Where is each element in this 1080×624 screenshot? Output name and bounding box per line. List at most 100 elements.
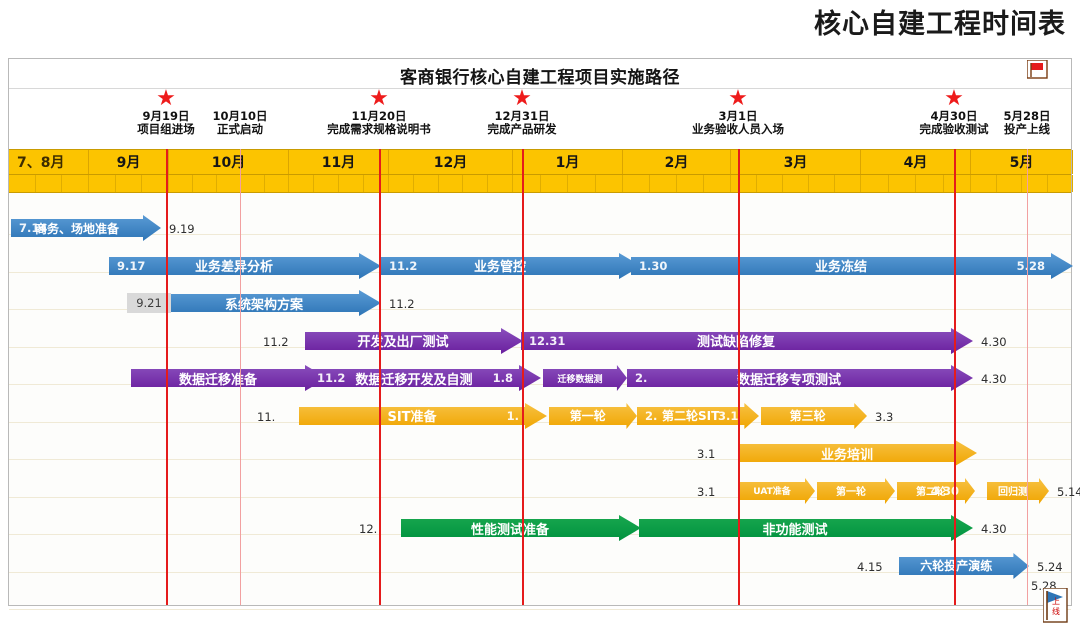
month-label: 11月	[321, 155, 356, 171]
task-bar-label: 第二轮SIT	[662, 409, 720, 423]
task-bar[interactable]: 第二轮 4.30	[897, 477, 975, 504]
task-bar[interactable]: 迁移数据测	[543, 365, 627, 391]
month-cell: 5月	[971, 150, 1073, 174]
task-bar-label: 第三轮	[789, 409, 826, 423]
task-bar-label: 系统架构方案	[224, 297, 303, 313]
row-divider	[9, 234, 1071, 235]
milestone-vline	[954, 149, 956, 605]
milestone-5: ★ 3月1日 业务验收人员入场	[692, 88, 784, 136]
milestone-label: 完成验收测试	[919, 122, 989, 136]
task-bar[interactable]: 业务管控 11.2	[381, 252, 641, 279]
task-bar[interactable]: 业务培训	[739, 440, 977, 466]
task-bar-shape	[11, 215, 161, 241]
week-tick	[916, 175, 944, 192]
task-bar[interactable]: SIT准备 1.	[299, 402, 547, 429]
task-bar[interactable]: 业务冻结 1.30 5.28	[631, 252, 1073, 279]
task-bar-label: 回归测	[998, 487, 1028, 498]
task-bar-label: 业务差异分析	[194, 260, 273, 275]
task-end-date: 1.8	[492, 371, 513, 385]
week-tick	[757, 175, 783, 192]
task-start-date: 11.2	[263, 334, 289, 349]
week-tick	[9, 175, 36, 192]
milestone-vline	[240, 149, 241, 605]
task-bar[interactable]: 第一轮	[549, 402, 637, 429]
month-label: 9月	[116, 155, 141, 171]
row-divider	[9, 459, 1071, 460]
milestone-star-icon: ★	[369, 86, 389, 111]
milestone-star-icon: ★	[944, 86, 964, 111]
milestone-vline	[166, 149, 168, 605]
week-tick	[289, 175, 314, 192]
milestone-date: 12月31日	[494, 109, 550, 123]
milestone-label: 完成产品研发	[487, 122, 557, 136]
task-bar-label: 非功能测试	[762, 522, 828, 538]
task-bar-label: 迁移数据测	[557, 374, 603, 385]
milestone-date: 11月20日	[351, 109, 407, 123]
task-bar[interactable]: 业务差异分析 9.17	[109, 252, 381, 279]
task-end-date: 1.	[506, 408, 519, 423]
week-tick	[439, 175, 464, 192]
chart-subtitle: 客商银行核心自建工程项目实施路径	[400, 68, 680, 88]
task-chip-date: 9.21	[127, 293, 171, 313]
task-end-date: 3.1	[718, 408, 739, 423]
week-tick	[704, 175, 731, 192]
task-bar[interactable]: UAT准备	[739, 477, 815, 504]
task-end-date: 4.30	[930, 483, 959, 498]
month-cell: 4月	[861, 150, 971, 174]
task-bar[interactable]: 数据迁移准备	[131, 365, 327, 391]
task-end-date: 5.14	[1057, 484, 1080, 499]
task-start-date: 2.	[645, 408, 658, 423]
milestone-1: ★ 9月19日 项目组进场	[137, 88, 195, 136]
week-tick	[1022, 175, 1048, 192]
task-bar-shape	[761, 402, 867, 429]
milestone-date: 3月1日	[718, 109, 758, 123]
task-bar[interactable]: 性能测试准备	[401, 515, 641, 541]
task-bar[interactable]: 回归测	[987, 477, 1049, 504]
task-start-date: 2.	[635, 371, 648, 385]
task-bar[interactable]: 商务、场地准备 7.14	[11, 215, 161, 241]
task-bar-shape	[305, 327, 523, 354]
milestone-date: 9月19日	[142, 109, 190, 123]
week-tick	[513, 175, 541, 192]
month-cell: 7、8月	[9, 150, 89, 174]
task-start-date: 11.	[257, 409, 276, 424]
task-bar[interactable]: 第二轮SIT 2. 3.1	[637, 402, 759, 429]
task-bar[interactable]: 数据迁移开发及自测 11.2 1.8	[309, 365, 541, 391]
task-start-date: 12.31	[529, 333, 566, 348]
month-cell: 11月	[289, 150, 389, 174]
task-bar-shape	[817, 477, 895, 504]
milestone-6: ★ 4月30日 完成验收测试	[919, 86, 989, 136]
task-start-date: 3.1	[697, 484, 716, 499]
task-bar-shape	[109, 252, 381, 279]
week-tick	[997, 175, 1022, 192]
task-bar[interactable]: 非功能测试	[639, 515, 973, 541]
task-start-date: 3.1	[697, 447, 716, 461]
task-end-date: 9.19	[169, 222, 195, 236]
task-bar[interactable]: 测试缺陷修复 12.31	[521, 327, 973, 354]
task-bar-shape	[627, 365, 973, 391]
task-bar-label: 业务培训	[820, 447, 873, 463]
task-bar[interactable]: 第三轮	[761, 402, 867, 429]
task-bar[interactable]: 系统架构方案	[169, 290, 381, 316]
task-bar-label: 数据迁移专项测试	[736, 372, 841, 388]
row-divider	[9, 421, 1071, 423]
week-tick	[596, 175, 623, 192]
task-bar[interactable]: 数据迁移专项测试 2.	[627, 365, 973, 391]
task-bar[interactable]: 开发及出厂测试	[305, 327, 523, 354]
task-start-date: 1.30	[639, 258, 668, 273]
week-tick	[217, 175, 241, 192]
milestone-4: ★ 12月31日 完成产品研发	[487, 88, 557, 136]
milestone-vline	[379, 149, 381, 605]
task-bar[interactable]: 六轮投产演练	[899, 552, 1029, 579]
milestone-date: 10月10日	[212, 109, 268, 123]
week-tick	[314, 175, 339, 192]
task-bar-shape	[309, 365, 541, 391]
week-tick	[971, 175, 997, 192]
task-bar[interactable]: 第一轮	[817, 477, 895, 504]
week-header-row	[9, 175, 1073, 193]
month-label: 10月	[211, 155, 246, 171]
task-bar-shape	[739, 440, 977, 466]
task-bar-shape	[543, 365, 627, 391]
